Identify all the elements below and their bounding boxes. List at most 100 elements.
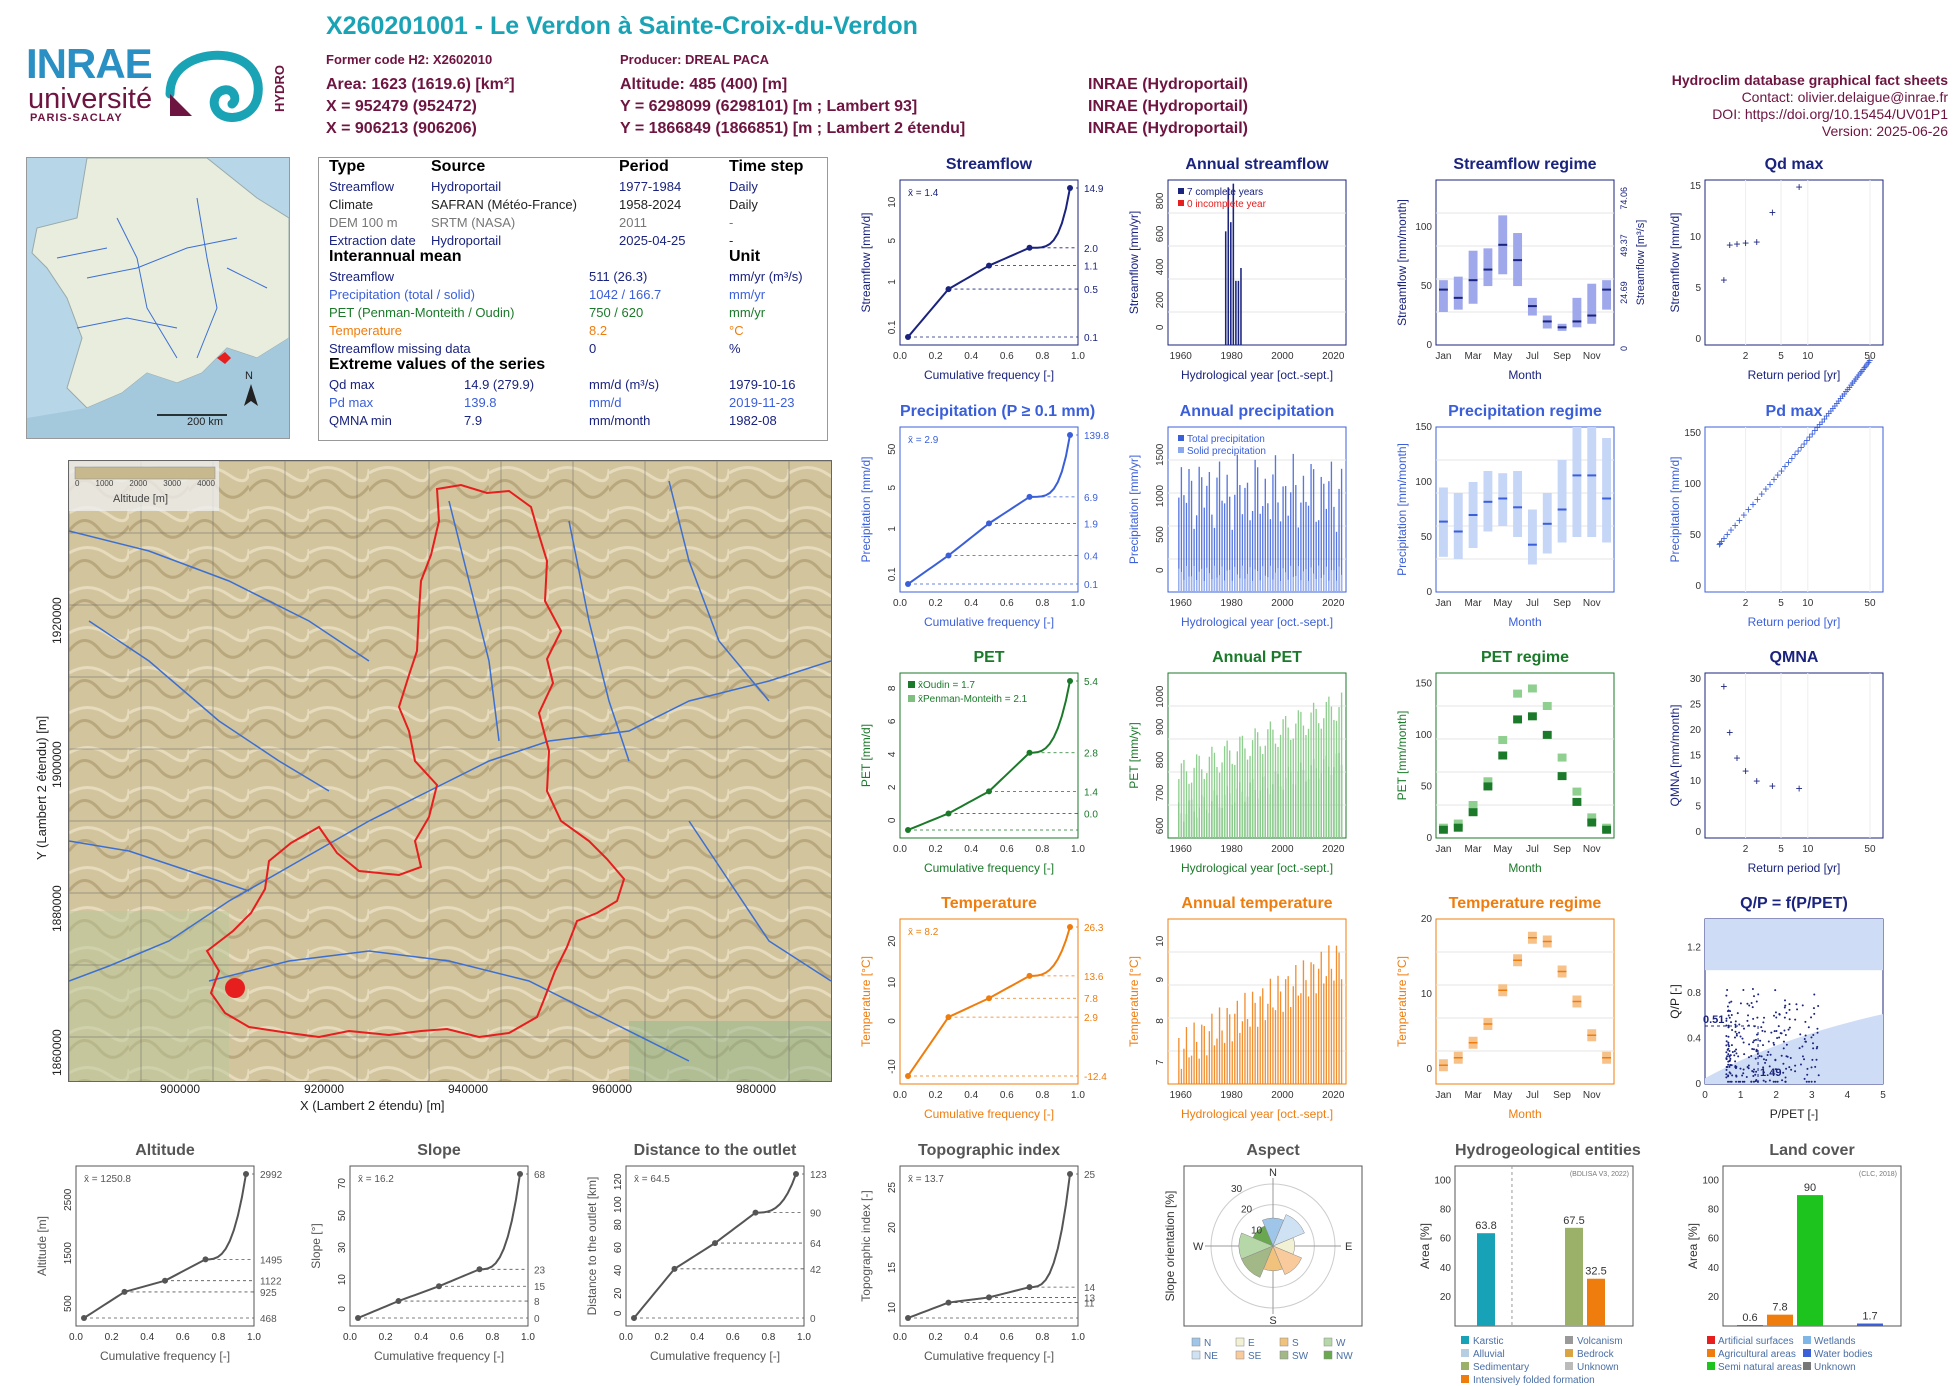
temperature-rtick-3: 2.9 [1084,1013,1098,1024]
qmna-point-3: + [1742,764,1749,778]
slope-ytick-2: 30 [337,1242,348,1254]
map-xtick-0: 900000 [160,1082,201,1096]
qp-point-118 [1775,1030,1778,1033]
altitude-rtick-0: 2992 [260,1170,283,1181]
aspect-legend-swatch-5 [1235,1350,1245,1360]
annual_temperature-bar-1973 [1213,1045,1216,1084]
pet_regime-pm-1 [1453,819,1463,828]
qp-point-228 [1762,1079,1765,1082]
pd_max-point-25: + [1803,433,1810,447]
info-step-0: Daily [729,179,758,194]
qp-point-249 [1816,1045,1819,1048]
annual_pet-bar2-1972 [1211,746,1213,838]
qp-point-181 [1731,1074,1734,1077]
annual_pet-bar2-1996 [1272,729,1274,838]
qp-point-91 [1764,1080,1767,1083]
slope-xtick-3: 0.6 [450,1332,464,1343]
annual_streamflow-bar-2 [1230,222,1232,345]
altitude-legend-ticks: 0 1000 2000 3000 4000 [75,479,215,488]
qp-point-125 [1747,1064,1750,1067]
annual_temperature-bar-1966 [1195,1041,1198,1084]
pet-frame [899,672,1079,839]
qp-point-198 [1790,1068,1793,1071]
annual_precipitation-bar-2022 [1338,488,1340,592]
annual_temperature-bar-1977 [1223,1042,1226,1084]
streamflow-mean: x̄ = 1.4 [908,188,939,199]
qp-point-64 [1726,1055,1729,1058]
lc-legend-4: Semi natural areas [1718,1362,1802,1373]
q_over_p-ylabel: Q/P [-] [1668,984,1682,1018]
pd_max-point-44: + [1844,382,1851,396]
annual_precipitation-bar-2003 [1290,492,1292,592]
annual_streamflow-bar-0 [1224,231,1227,345]
qp-point-28 [1733,1054,1736,1057]
qp-point-47 [1782,1062,1785,1065]
annual_precipitation-bar-1975 [1218,461,1221,592]
precipitation-mean: x̄ = 2.9 [908,435,939,446]
precipitation-rtick-0: 139.8 [1084,431,1109,442]
annual_temperature-bar-1991 [1259,996,1261,1084]
distance-frame [625,1165,805,1327]
aspect-legend-7: NW [1336,1351,1353,1362]
hydro-value-1: 67.5 [1563,1215,1584,1227]
precipitation-rtick-4: 0.1 [1084,580,1098,591]
annual_pet-bar2-1980 [1231,763,1233,838]
qp-point-35 [1730,1021,1733,1024]
qd_max-xtick-3: 50 [1864,351,1876,362]
slope-rtick-1: 23 [534,1265,546,1276]
info-type-0: Streamflow [329,179,395,194]
lc-ytick-60: 60 [1708,1234,1720,1245]
annual_precipitation-bar-2004 [1292,453,1294,592]
france-map-svg [27,158,289,438]
pet-rtick-0: 5.4 [1084,677,1098,688]
qp-point-4 [1772,1080,1775,1083]
qp-point-135 [1737,1080,1740,1083]
lc-legend-swatch-5 [1803,1362,1811,1370]
qp-zone-bottom [1705,1014,1883,1084]
pd_max-point-7: + [1736,513,1743,527]
qp-point-229 [1738,1023,1741,1026]
precipitation_regime-xtick-1: Mar [1464,598,1482,609]
topo-rtick-1: 14 [1084,1283,1096,1294]
streamflow_regime-ytick-2: 100 [1415,222,1432,233]
annual_pet-bar2-1963 [1188,783,1190,838]
precipitation-xtick-3: 0.6 [1000,598,1014,609]
annual_precipitation-bar-2000 [1282,486,1284,592]
qp-point-209 [1725,1076,1728,1079]
precipitation_regime-range-11 [1602,438,1612,543]
qp-point-87 [1780,1032,1783,1035]
annual_temperature-title: Annual temperature [1181,895,1333,912]
streamflow_regime-frame [1435,179,1615,346]
precipitation_regime-ytick-0: 0 [1426,587,1432,598]
temperature_regime-xlabel: Month [1508,1107,1541,1121]
qmna-point-2: + [1733,751,1740,765]
pet_regime-title: PET regime [1480,649,1570,666]
qp-point-85 [1810,1016,1813,1019]
temperature-frame [899,918,1079,1085]
pd_max-point-54: + [1860,362,1867,376]
qp-point-17 [1772,1071,1775,1074]
topo-title: Topographic index [918,1142,1060,1159]
slope-chart: 68 23 15 8 0 0.0 0.2 0.4 0.6 0.8 1.0 0 10 30 50 70 Cumul… [309,1165,546,1363]
annual_precipitation-bar-2021 [1335,531,1338,592]
pd_max-point-39: + [1835,394,1842,408]
pd_max-point-19: + [1785,455,1792,469]
qp-point-46 [1725,1019,1728,1022]
pd_max-point-56: + [1862,359,1869,373]
qp-point-225 [1778,1013,1781,1016]
annual_precipitation-bar2-1962 [1185,565,1188,592]
annual_pet-bar2-1976 [1221,762,1223,838]
qp-point-259 [1772,1041,1775,1044]
annual_precipitation-bar2-2006 [1297,566,1300,592]
qmna-ytick-2: 10 [1690,776,1702,787]
qp-point-185 [1756,1033,1759,1036]
pet-title: PET [973,649,1005,666]
annual_streamflow-chart: 1960 1980 2000 2020 0 200 400 600 800 Hydrologica… [1127,179,1347,382]
qp-point-83 [1755,1070,1758,1073]
info-period-1: 1958-2024 [619,197,682,212]
slope-rtick-4: 0 [534,1314,540,1325]
slope-title: Slope [417,1142,461,1159]
annual_temperature-chart: 1960 1980 2000 2020 7 8 9 10 Hydrological year [… [1127,918,1347,1121]
precipitation-ytick-2: 5 [887,484,898,490]
